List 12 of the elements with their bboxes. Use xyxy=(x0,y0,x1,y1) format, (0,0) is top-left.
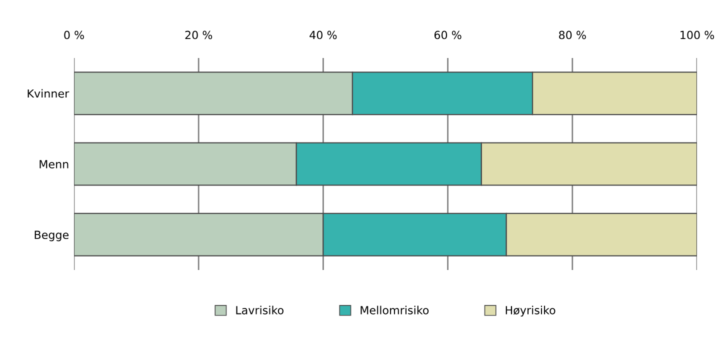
x-tick-label: 60 % xyxy=(434,30,462,40)
x-tick-label: 80 % xyxy=(559,30,586,40)
x-tick-label: 40 % xyxy=(310,30,337,40)
y-tick-label: Begge xyxy=(34,230,69,242)
x-tick-label: 20 % xyxy=(185,30,212,40)
y-tick-label: Menn xyxy=(40,160,68,168)
x-tick-label: 0 % xyxy=(64,30,84,40)
legend-label: Lavrisiko xyxy=(236,306,284,314)
legend-label: Høyrisiko xyxy=(506,306,556,317)
legend-label: Mellomrisiko xyxy=(360,306,429,314)
x-tick-label: 100 % xyxy=(680,30,714,40)
y-tick-label: Kvinner xyxy=(28,89,70,98)
